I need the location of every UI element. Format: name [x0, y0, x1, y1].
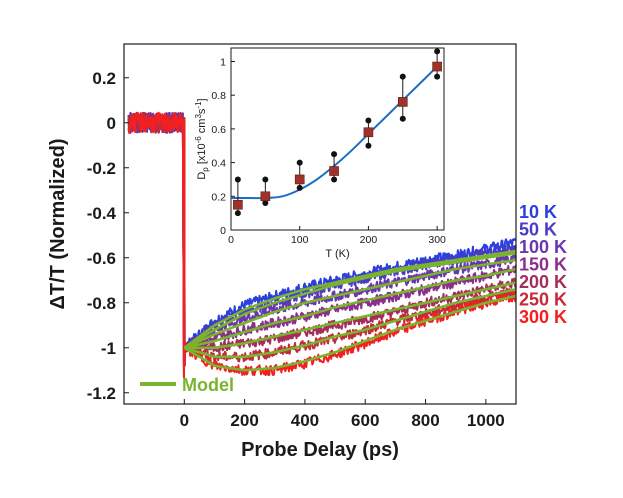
main-model-group	[183, 249, 517, 372]
main-x-ticks: 0 200 400 600 800 1000	[180, 399, 505, 430]
y-tick-label: -0.8	[87, 294, 116, 313]
main-plot-frame	[123, 43, 517, 405]
inset-lower-point	[262, 200, 269, 207]
y-tick-label: -0.6	[87, 249, 116, 268]
x-tick-label: 200	[230, 411, 258, 430]
inset-upper-point	[399, 73, 406, 80]
inset-lower-point	[331, 176, 338, 183]
inset-lower-point	[296, 184, 303, 191]
inset-lower-point	[434, 73, 441, 80]
inset-y-tick-label: 0.4	[211, 158, 226, 170]
inset-mean-marker	[432, 61, 442, 72]
inset-y-tick-label: 0.6	[211, 124, 226, 136]
model-line-10k	[183, 249, 517, 349]
inset-x-tick-label: 100	[291, 234, 309, 246]
inset-upper-point	[262, 176, 269, 183]
x-tick-label: 0	[180, 411, 189, 430]
inset-ylabel-exp1: -6	[194, 136, 203, 144]
inset-ylabel-mid: cm	[196, 119, 208, 137]
model-legend: Model	[140, 375, 234, 395]
y-tick-label: -0.4	[87, 204, 117, 223]
inset-upper-point	[234, 176, 241, 183]
legend-label: 100 K	[519, 237, 567, 257]
inset-x-ticks: 0 100 200 300	[228, 226, 446, 246]
inset-ylabel-d: D	[196, 172, 208, 180]
inset-ylabel-s: s	[196, 108, 208, 114]
inset-upper-point	[365, 117, 372, 124]
inset-y-axis-label: Dp [x10-6 cm3s-1]	[194, 98, 210, 179]
y-tick-label: -0.2	[87, 159, 116, 178]
inset-mean-marker	[397, 97, 408, 107]
inset-ylabel-open: [x10	[196, 143, 208, 167]
inset-ylabel-exp2: 3	[194, 114, 203, 119]
y-tick-label: -1.2	[87, 384, 116, 403]
inset-x-axis-label: T (K)	[325, 248, 349, 260]
inset-ylabel-sub: p	[201, 167, 210, 172]
x-tick-label: 600	[351, 411, 379, 430]
inset-x-tick-label: 300	[428, 234, 446, 246]
model-line-300k	[183, 294, 517, 372]
legend-label: 150 K	[519, 255, 567, 275]
main-y-ticks: 0.2 0 -0.2 -0.4 -0.6 -0.8 -1 -1.2	[87, 69, 129, 403]
model-line-250k	[183, 288, 517, 359]
model-line-50k	[183, 252, 517, 349]
inset-mean-marker	[260, 191, 271, 202]
inset-mean-marker	[233, 199, 243, 210]
x-axis-label: Probe Delay (ps)	[241, 439, 399, 461]
legend-label: 10 K	[519, 202, 557, 222]
x-tick-label: 400	[291, 411, 319, 430]
x-tick-label: 800	[411, 411, 439, 430]
inset-lower-point	[365, 142, 372, 149]
legend-label: 300 K	[519, 307, 567, 327]
legend-label: 50 K	[519, 220, 557, 240]
inset-x-tick-label: 200	[360, 234, 378, 246]
x-tick-label: 1000	[467, 411, 505, 430]
inset-ylabel-close: ]	[196, 98, 208, 101]
model-line-150k	[184, 267, 517, 350]
inset-y-tick-label: 0	[220, 225, 226, 237]
main-chart: 0 200 400 600 800 1000 0.20-0.2-0.4-0.6-0.8-1…	[47, 43, 567, 461]
model-line-100k	[183, 258, 517, 349]
inset-y-ticks: 0 0.2 0.4 0.6 0.8 1	[211, 56, 235, 237]
y-tick-label: 0.2	[92, 69, 116, 88]
inset-ylabel-exp3: -1	[194, 101, 203, 109]
y-axis-label: ΔT/T (Normalized)	[47, 138, 69, 309]
y-tick-label: -1	[101, 339, 116, 358]
inset-upper-point	[296, 159, 303, 166]
legend-label: 250 K	[519, 290, 567, 310]
inset-lower-point	[399, 115, 406, 122]
inset-mean-marker	[329, 166, 339, 176]
inset-lower-point	[234, 210, 241, 217]
inset-upper-point	[331, 151, 338, 158]
inset-mean-marker	[294, 174, 305, 185]
y-tick-label: 0	[107, 114, 116, 133]
inset-upper-point	[434, 48, 441, 55]
legend-label: 200 K	[519, 272, 567, 292]
inset-x-tick-label: 0	[228, 234, 234, 246]
inset-points	[233, 48, 442, 217]
inset-y-tick-label: 0.2	[211, 191, 226, 203]
inset-y-tick-label: 0.8	[211, 90, 226, 102]
inset-chart: 0 100 200 300 00.20.40.60.81 T (K) Dp [x10-…	[194, 47, 446, 260]
inset-mean-marker	[363, 127, 374, 138]
model-legend-label: Model	[182, 375, 234, 395]
inset-y-tick-label: 1	[220, 56, 226, 68]
model-line-200k	[184, 281, 517, 350]
